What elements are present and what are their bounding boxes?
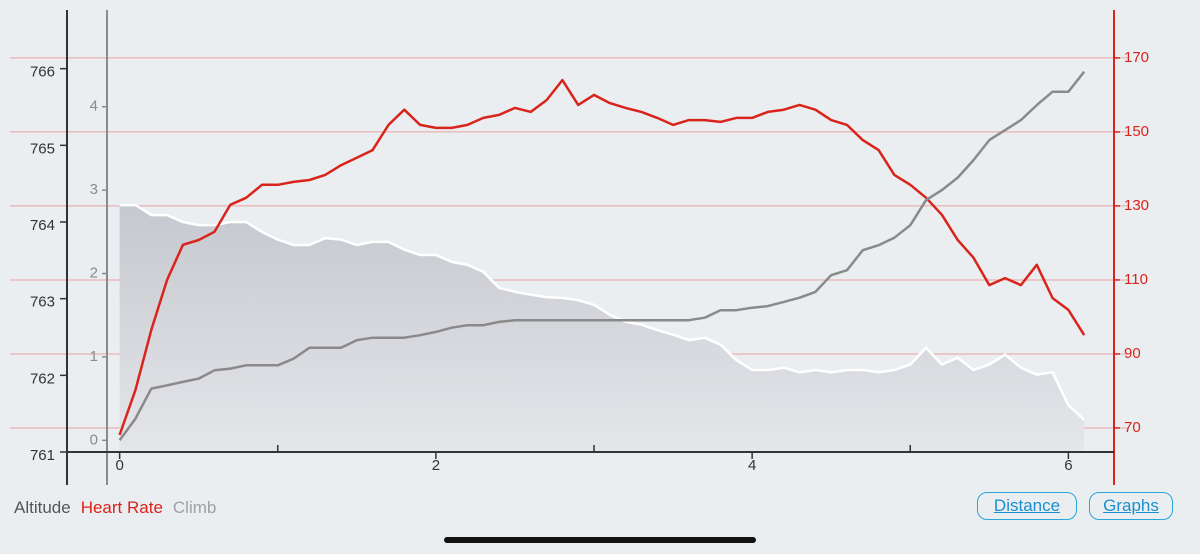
- y3-tick-label: 0: [90, 431, 98, 448]
- line: [119, 203, 1086, 421]
- y-tick-label: 766: [30, 64, 55, 81]
- y2-tick-label: 130: [1124, 197, 1149, 214]
- y2-tick-label: 170: [1124, 49, 1149, 66]
- legend-item: Heart Rate: [80, 498, 163, 517]
- y3-tick-label: 3: [90, 181, 98, 198]
- legend-item: Altitude: [14, 498, 71, 517]
- line: [118, 78, 1086, 436]
- y-tick-label: 764: [30, 217, 55, 234]
- distance-button[interactable]: Distance: [977, 492, 1077, 520]
- legend: Altitude Heart Rate Climb: [14, 498, 226, 518]
- x-tick-label: 2: [432, 457, 440, 474]
- x-tick-label: 0: [115, 457, 123, 474]
- area: [119, 205, 1085, 452]
- y-tick-label: 762: [30, 370, 55, 387]
- y2-tick-label: 70: [1124, 419, 1141, 436]
- legend-item: Climb: [172, 498, 217, 517]
- x-tick-label: 6: [1064, 457, 1072, 474]
- y3-tick-label: 2: [90, 264, 98, 281]
- y2-tick-label: 90: [1124, 345, 1141, 362]
- y2-tick-label: 110: [1124, 271, 1148, 288]
- y-tick-label: 763: [30, 294, 55, 311]
- x-tick-label: 4: [748, 457, 756, 474]
- y3-tick-label: 4: [90, 98, 98, 115]
- line: [118, 70, 1086, 442]
- chart: 761 762 763 764 765 766 0 1 2 3 4 70 90 110 130 150 170 0…: [10, 10, 1149, 485]
- y3-tick-label: 1: [90, 348, 98, 365]
- graphs-button[interactable]: Graphs: [1089, 492, 1173, 520]
- y-tick-label: 765: [30, 140, 55, 157]
- home-indicator: [444, 537, 756, 543]
- y-tick-label: 761: [30, 447, 55, 464]
- y2-tick-label: 150: [1124, 123, 1149, 140]
